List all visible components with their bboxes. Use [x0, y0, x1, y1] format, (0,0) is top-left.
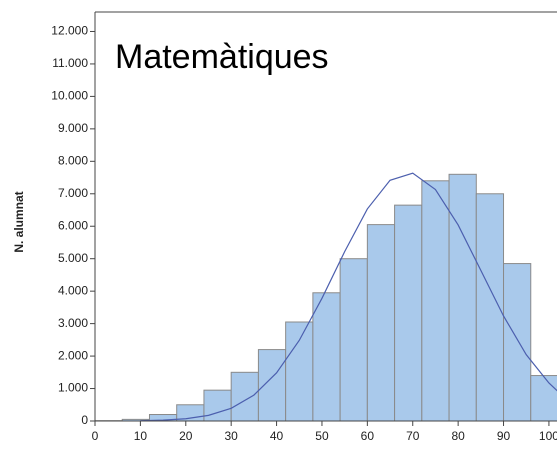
x-tick-label: 0 — [92, 429, 99, 443]
bar — [394, 204, 423, 422]
bar — [312, 292, 341, 422]
y-axis-label: N. alumnat — [12, 191, 26, 252]
y-tick-label: 8.000 — [58, 153, 88, 167]
bar — [366, 224, 396, 422]
bar — [448, 173, 477, 422]
x-tick-label: 90 — [497, 429, 511, 443]
x-tick-label: 10 — [134, 429, 148, 443]
bar — [257, 349, 287, 422]
bar — [203, 389, 232, 422]
y-tick-label: 7.000 — [58, 186, 88, 200]
bar — [530, 375, 557, 422]
y-tick-label: 5.000 — [58, 251, 88, 265]
bar — [503, 263, 532, 422]
bar — [421, 180, 450, 422]
y-tick-label: 11.000 — [52, 56, 88, 70]
y-tick-label: 1.000 — [58, 381, 88, 395]
bar — [285, 321, 314, 422]
y-tick-label: 0 — [81, 413, 88, 427]
x-tick-label: 100 — [539, 429, 557, 443]
x-tick-label: 60 — [361, 429, 375, 443]
y-tick-label: 2.000 — [58, 348, 88, 362]
bar — [339, 258, 368, 422]
y-tick-label: 3.000 — [58, 316, 88, 330]
chart-title: Matemàtiques — [115, 38, 329, 76]
x-tick-label: 30 — [224, 429, 238, 443]
bar — [230, 371, 259, 422]
x-tick-label: 50 — [315, 429, 329, 443]
y-tick-label: 6.000 — [58, 218, 88, 232]
x-tick-label: 20 — [179, 429, 193, 443]
x-tick-label: 70 — [406, 429, 420, 443]
y-tick-label: 12.000 — [51, 24, 88, 38]
y-tick-label: 4.000 — [58, 283, 88, 297]
density-curve — [140, 172, 557, 422]
x-tick-label: 40 — [270, 429, 284, 443]
x-tick-label: 80 — [451, 429, 465, 443]
y-tick-label: 9.000 — [58, 121, 88, 135]
y-tick-label: 10.000 — [51, 89, 88, 103]
